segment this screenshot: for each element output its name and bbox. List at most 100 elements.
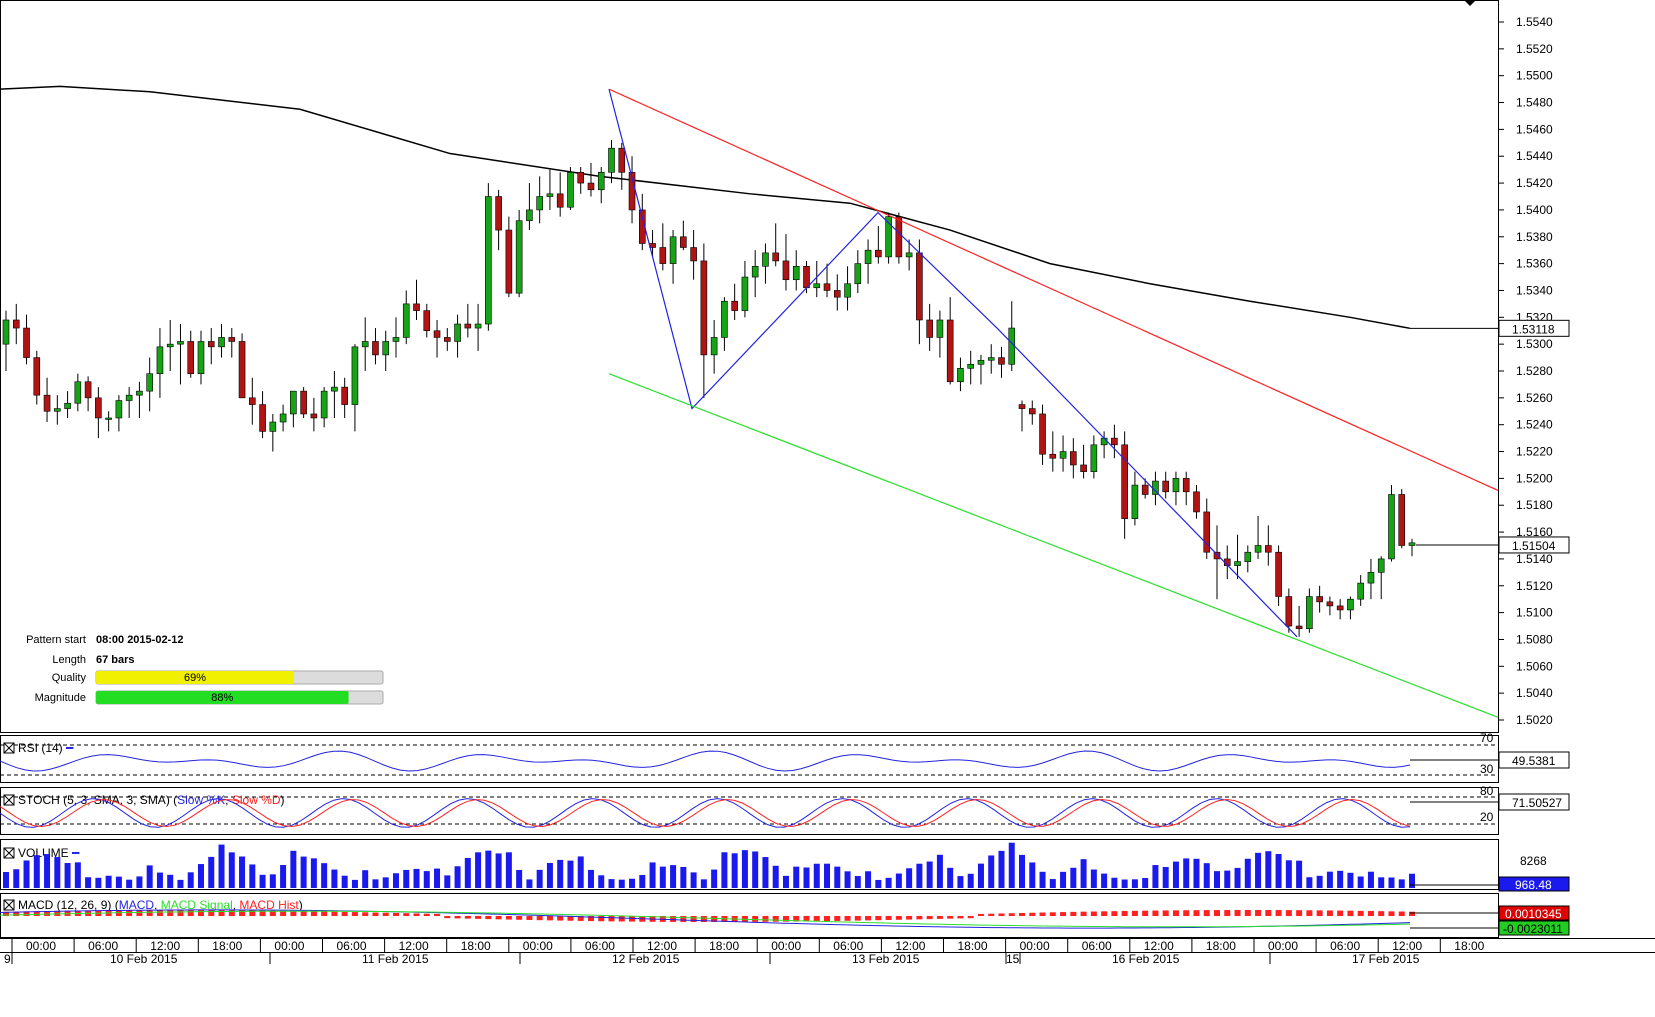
candle [618, 142, 626, 190]
volume-bar [659, 866, 666, 888]
candle [74, 373, 82, 412]
volume-bar [1316, 875, 1323, 888]
macd-hist-bar [988, 913, 995, 916]
volume-bar [854, 876, 861, 888]
volume-bar [680, 866, 687, 888]
macd-hist-bar [341, 911, 348, 916]
channel-pattern [608, 88, 1499, 718]
macd-hist-bar [197, 910, 204, 916]
candle [485, 183, 492, 331]
scroll-arrow-icon[interactable] [1464, 0, 1476, 6]
macd-hist-bar [824, 916, 831, 922]
y-tick-label: 1.5420 [1516, 176, 1553, 190]
volume-bar [1285, 860, 1292, 888]
macd-hist-bar [834, 916, 841, 921]
candle [926, 303, 933, 351]
volume-bar [813, 863, 820, 888]
y-tick-label: 1.5260 [1516, 391, 1553, 405]
volume-bar [1101, 873, 1108, 888]
volume-bar [906, 868, 913, 888]
candle [1018, 400, 1026, 432]
time-label: 06:00 [88, 939, 118, 953]
candle [166, 319, 174, 371]
candle [957, 357, 964, 392]
volume-bar [146, 865, 153, 888]
volume-bar [526, 879, 533, 888]
y-tick-label: 1.5440 [1516, 149, 1553, 163]
candle [844, 266, 851, 311]
candle [782, 234, 790, 291]
volume-bar [546, 863, 553, 888]
macd-hist-bar [3, 911, 9, 916]
macd-hist-bar [598, 916, 605, 922]
svg-text:1.51504: 1.51504 [1512, 539, 1556, 553]
macd-hist-bar [1008, 913, 1015, 916]
candle [474, 303, 482, 351]
candle [526, 183, 533, 231]
macd-hist-bar [865, 916, 872, 921]
candle [669, 230, 677, 284]
volume-bar [1388, 877, 1395, 888]
candle [290, 390, 297, 428]
volume-bar [1337, 870, 1344, 888]
macd-hist-bar [392, 912, 399, 916]
macd-hist-bar [1193, 910, 1200, 916]
candle [1377, 556, 1385, 600]
y-tick-label: 1.5340 [1516, 283, 1553, 297]
macd-hist-bar [1285, 910, 1292, 916]
macd-hist-bar [444, 916, 451, 919]
candle [1295, 605, 1303, 637]
volume-bar [1172, 861, 1179, 888]
macd-hist-bar [321, 911, 328, 916]
macd-hist-bar [546, 916, 553, 921]
candle [721, 297, 728, 351]
macd-hist-bar [1203, 910, 1210, 916]
volume-bar [567, 860, 574, 888]
volume-bar [3, 872, 9, 888]
volume-bar [1244, 858, 1251, 888]
macd-hist-bar [1060, 912, 1067, 916]
candle [505, 216, 513, 298]
time-label: 06:00 [337, 939, 367, 953]
time-label: 00:00 [26, 939, 56, 953]
y-tick-label: 1.5280 [1516, 364, 1553, 378]
macd-hist-bar [1090, 911, 1097, 916]
candle [187, 330, 195, 378]
stoch-panel: STOCH (5, 3, SMA, 3, SMA) (Slow %K, Slow… [0, 784, 1570, 828]
volume-bar [998, 850, 1005, 888]
macd-hist-bar [752, 916, 759, 922]
macd-hist-bar [516, 916, 523, 920]
macd-hist-bar [885, 916, 892, 920]
y-tick-label: 1.5300 [1516, 337, 1553, 351]
volume-bar [1029, 862, 1036, 888]
volume-bar [793, 866, 800, 888]
macd-hist-bar [977, 913, 984, 916]
volume-bar [803, 867, 810, 888]
macd-hist-bar [372, 912, 379, 916]
candle [587, 162, 595, 197]
volume-bar [74, 862, 81, 888]
volume-bar [1214, 871, 1221, 888]
candle [710, 319, 718, 374]
info-value: 67 bars [96, 654, 135, 666]
y-tick-label: 1.5500 [1516, 69, 1553, 83]
macd-hist-bar [1070, 911, 1077, 916]
candle [1265, 525, 1272, 566]
macd-hist-bar [1244, 910, 1251, 916]
y-tick-label: 1.5060 [1516, 659, 1553, 673]
y-tick-label: 1.5360 [1516, 257, 1553, 271]
macd-hist-bar [362, 912, 369, 916]
candle [1316, 585, 1323, 613]
volume-bar [1255, 852, 1262, 888]
candle [331, 371, 338, 418]
quality-bar [96, 671, 295, 684]
volume-bar [690, 872, 697, 888]
volume-bar [772, 865, 779, 888]
candle [833, 274, 841, 311]
time-label: 00:00 [771, 939, 801, 953]
candle [885, 212, 892, 264]
candle [2, 310, 10, 371]
macd-hist-bar [793, 916, 800, 922]
candle [1182, 471, 1190, 506]
